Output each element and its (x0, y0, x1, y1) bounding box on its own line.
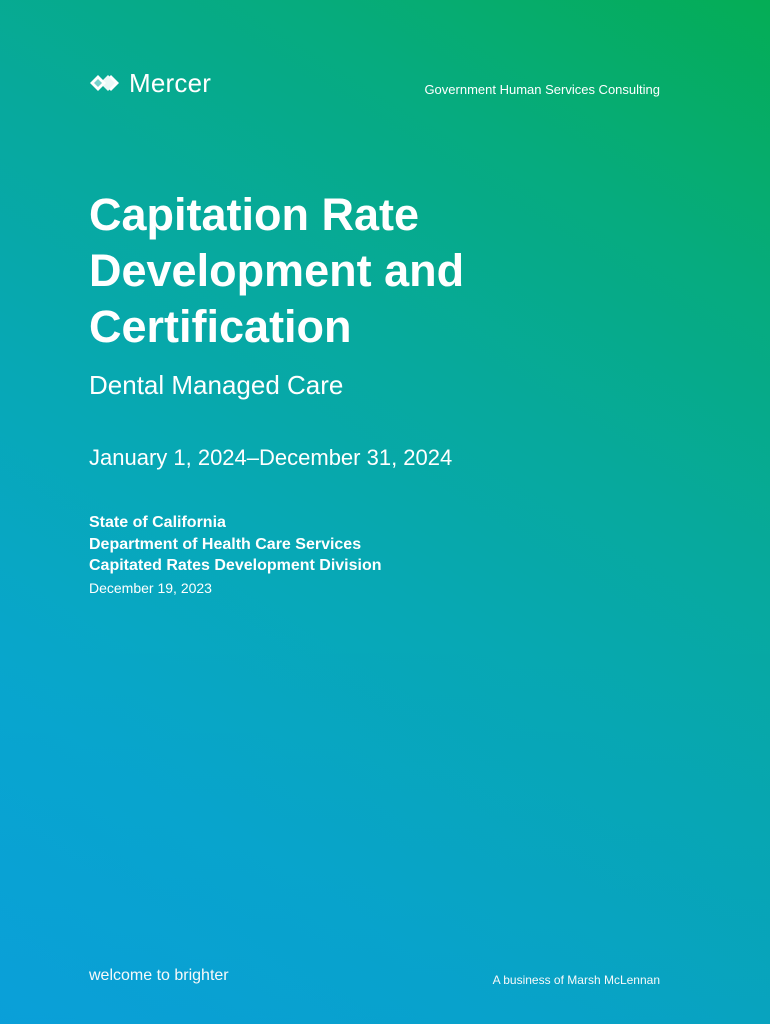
mercer-logo: Mercer (89, 70, 211, 96)
mercer-logo-icon (90, 75, 119, 91)
document-title: Capitation Rate Development and Certific… (89, 189, 465, 352)
division-title: Capitated Rates Development Division (89, 557, 382, 574)
state-name: State of California (89, 514, 226, 531)
rating-period: January 1, 2024–December 31, 2024 (89, 445, 453, 470)
document-date: December 19, 2023 (89, 579, 212, 596)
division-name: Government Human Services Consulting (424, 82, 660, 97)
tagline: welcome to brighter (89, 967, 229, 984)
department-name: Department of Health Care Services (89, 535, 362, 553)
organization-block: State of California Department of Health… (89, 512, 382, 597)
parent-company-note: A business of Marsh McLennan (492, 973, 660, 987)
logo-wordmark: Mercer (129, 68, 212, 98)
document-subtitle: Dental Managed Care (89, 370, 344, 400)
